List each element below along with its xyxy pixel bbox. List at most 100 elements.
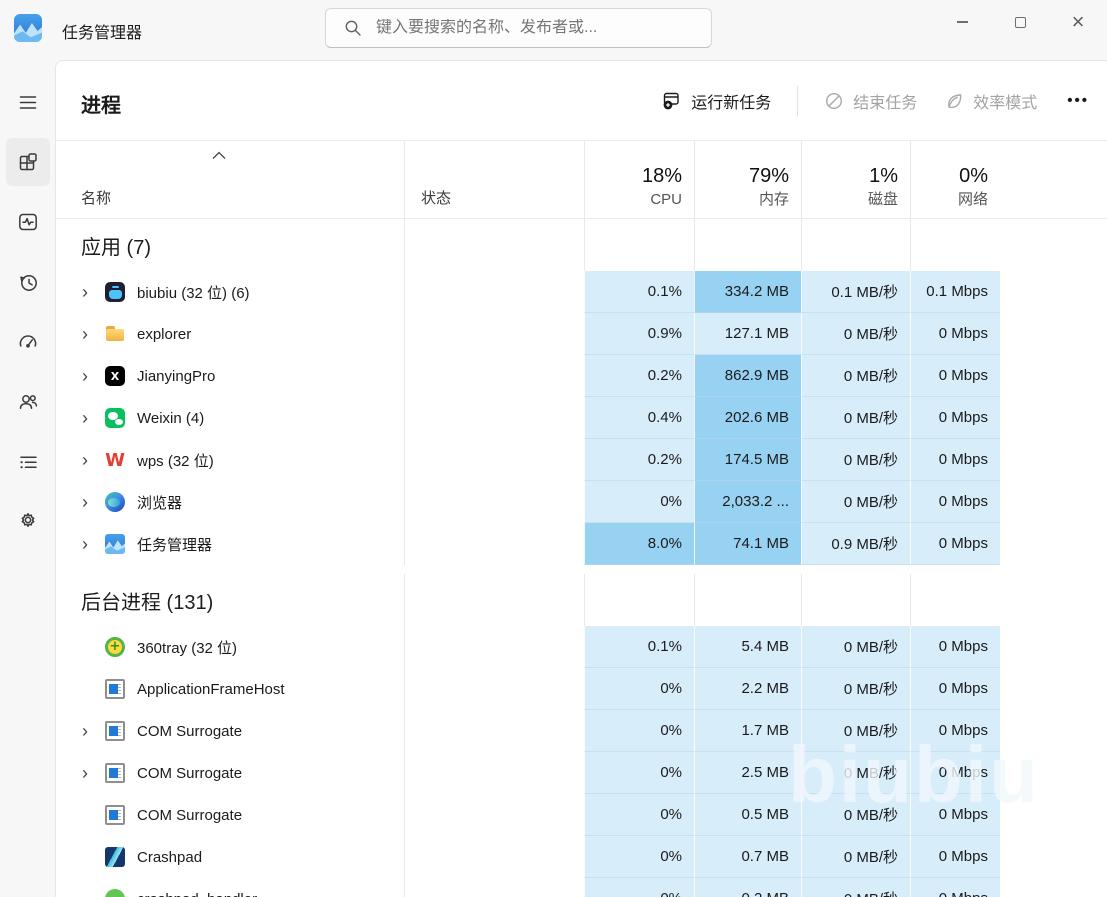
- network-cell: 0 Mbps: [910, 523, 1000, 565]
- disk-cell: 0 MB/秒: [801, 313, 910, 355]
- expand-chevron-icon[interactable]: ›: [82, 721, 88, 741]
- process-row[interactable]: › ApplicationFrameHost 0% 2.2 MB 0 MB/秒 …: [56, 668, 1107, 710]
- expand-chevron-icon[interactable]: ›: [82, 324, 88, 344]
- close-button[interactable]: ×: [1049, 0, 1107, 44]
- titlebar: 任务管理器 ×: [0, 0, 1107, 60]
- disk-cell: 0 MB/秒: [801, 626, 910, 668]
- disk-cell: 0 MB/秒: [801, 794, 910, 836]
- process-row[interactable]: › 任务管理器 8.0% 74.1 MB 0.9 MB/秒 0 Mbps: [56, 523, 1107, 565]
- expand-chevron-icon[interactable]: ›: [82, 534, 88, 554]
- sidebar-item-services[interactable]: [6, 498, 50, 546]
- sidebar-menu-button[interactable]: [6, 78, 50, 126]
- network-cell: 0 Mbps: [910, 397, 1000, 439]
- process-row[interactable]: › COM Surrogate 0% 2.5 MB 0 MB/秒 0 Mbps: [56, 752, 1107, 794]
- group-header-row[interactable]: 后台进程 (131): [56, 574, 1107, 626]
- expand-chevron-icon[interactable]: ›: [82, 450, 88, 470]
- disk-cell: 0 MB/秒: [801, 397, 910, 439]
- status-cell: [404, 836, 584, 878]
- process-row[interactable]: › crashpad_handler 0% 0.2 MB 0 MB/秒 0 Mb…: [56, 878, 1107, 897]
- process-row[interactable]: › Weixin (4) 0.4% 202.6 MB 0 MB/秒 0 Mbps: [56, 397, 1107, 439]
- minimize-button[interactable]: [933, 0, 991, 44]
- app-history-icon: [19, 275, 37, 291]
- search-input[interactable]: [376, 19, 699, 37]
- window-title: 任务管理器: [62, 25, 143, 42]
- sidebar-item-app-history[interactable]: [6, 258, 50, 306]
- network-cell: 0 Mbps: [910, 481, 1000, 523]
- process-icon: [105, 763, 125, 783]
- minimize-icon: [956, 21, 968, 23]
- process-row[interactable]: › 浏览器 0% 2,033.2 ... 0 MB/秒 0 Mbps: [56, 481, 1107, 523]
- disk-cell: 0 MB/秒: [801, 878, 910, 897]
- column-header-memory[interactable]: 79% 内存: [694, 141, 801, 218]
- end-task-icon: [826, 92, 843, 109]
- network-cell: 0 Mbps: [910, 626, 1000, 668]
- cpu-cell: 0.2%: [584, 439, 694, 481]
- memory-cell: 174.5 MB: [694, 439, 801, 481]
- more-options-button[interactable]: •••: [1067, 92, 1089, 109]
- memory-cell: 0.2 MB: [694, 878, 801, 897]
- run-new-task-icon: [663, 92, 679, 110]
- processes-icon: [19, 153, 37, 171]
- process-row[interactable]: › wps (32 位) 0.2% 174.5 MB 0 MB/秒 0 Mbps: [56, 439, 1107, 481]
- cpu-cell: 0.9%: [584, 313, 694, 355]
- cpu-cell: 8.0%: [584, 523, 694, 565]
- process-row[interactable]: › biubiu (32 位) (6) 0.1% 334.2 MB 0.1 MB…: [56, 271, 1107, 313]
- sidebar-item-details[interactable]: [6, 438, 50, 486]
- process-name: biubiu (32 位) (6): [137, 284, 250, 302]
- group-header-row[interactable]: 应用 (7): [56, 219, 1107, 271]
- process-icon: [105, 847, 125, 867]
- search-box[interactable]: [325, 8, 712, 48]
- expand-chevron-icon[interactable]: ›: [82, 282, 88, 302]
- run-new-task-button[interactable]: 运行新任务: [661, 89, 771, 113]
- name-cell: › crashpad_handler: [56, 878, 404, 897]
- process-icon: [105, 366, 125, 386]
- status-cell: [404, 668, 584, 710]
- expand-chevron-icon[interactable]: ›: [82, 408, 88, 428]
- column-header-network[interactable]: 0% 网络: [910, 141, 1000, 218]
- process-row[interactable]: › COM Surrogate 0% 1.7 MB 0 MB/秒 0 Mbps: [56, 710, 1107, 752]
- process-icon: [105, 637, 125, 657]
- memory-cell: 2,033.2 ...: [694, 481, 801, 523]
- process-name: COM Surrogate: [137, 806, 243, 824]
- network-cell: 0 Mbps: [910, 439, 1000, 481]
- name-cell: › Crashpad: [56, 836, 404, 878]
- process-icon: [105, 805, 125, 825]
- maximize-icon: [1014, 16, 1026, 28]
- efficiency-mode-button[interactable]: 效率模式: [943, 89, 1037, 113]
- end-task-button[interactable]: 结束任务: [824, 89, 917, 113]
- services-gear-icon: [21, 513, 34, 527]
- disk-cell: 0 MB/秒: [801, 710, 910, 752]
- sidebar-item-processes[interactable]: [5, 138, 50, 186]
- column-header-name[interactable]: 名称: [56, 141, 404, 218]
- cpu-cell: 0%: [584, 794, 694, 836]
- expand-chevron-icon[interactable]: ›: [82, 492, 88, 512]
- network-cell: 0 Mbps: [910, 668, 1000, 710]
- sidebar-item-users[interactable]: [6, 378, 50, 426]
- name-cell: › explorer: [56, 313, 404, 355]
- efficiency-leaf-icon: [948, 94, 962, 109]
- disk-cell: 0 MB/秒: [801, 481, 910, 523]
- status-cell: [404, 794, 584, 836]
- column-header-status[interactable]: 状态: [404, 141, 584, 218]
- sidebar-item-startup-apps[interactable]: [6, 318, 50, 366]
- maximize-button[interactable]: [991, 0, 1049, 44]
- expand-chevron-icon[interactable]: ›: [82, 366, 88, 386]
- memory-cell: 2.2 MB: [694, 668, 801, 710]
- process-name: crashpad_handler: [137, 891, 257, 897]
- process-icon: [105, 408, 125, 428]
- sidebar-item-performance[interactable]: [6, 198, 50, 246]
- disk-cell: 0 MB/秒: [801, 668, 910, 710]
- process-row[interactable]: › 360tray (32 位) 0.1% 5.4 MB 0 MB/秒 0 Mb…: [56, 626, 1107, 668]
- process-row[interactable]: › COM Surrogate 0% 0.5 MB 0 MB/秒 0 Mbps: [56, 794, 1107, 836]
- process-row[interactable]: › Crashpad 0% 0.7 MB 0 MB/秒 0 Mbps: [56, 836, 1107, 878]
- close-icon: ×: [1071, 9, 1085, 34]
- disk-cell: 0.1 MB/秒: [801, 271, 910, 313]
- column-header-disk[interactable]: 1% 磁盘: [801, 141, 910, 218]
- column-header-cpu[interactable]: 18% CPU: [584, 141, 694, 218]
- process-row[interactable]: › explorer 0.9% 127.1 MB 0 MB/秒 0 Mbps: [56, 313, 1107, 355]
- expand-chevron-icon[interactable]: ›: [82, 763, 88, 783]
- process-icon: [105, 282, 125, 302]
- process-row[interactable]: › JianyingPro 0.2% 862.9 MB 0 MB/秒 0 Mbp…: [56, 355, 1107, 397]
- status-cell: [404, 710, 584, 752]
- process-name: COM Surrogate: [137, 722, 243, 740]
